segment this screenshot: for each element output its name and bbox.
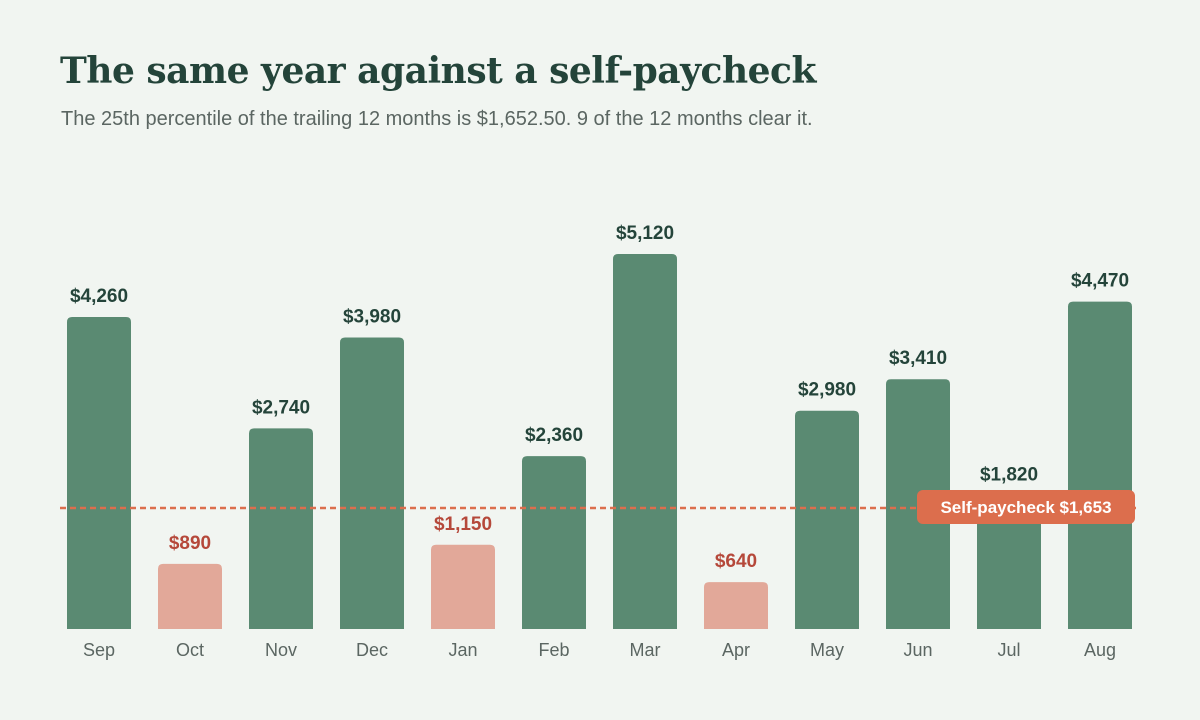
x-tick-jan: Jan [448, 640, 477, 660]
bar-aug [1068, 301, 1132, 629]
x-tick-apr: Apr [722, 640, 750, 660]
value-label-mar: $5,120 [616, 223, 674, 244]
threshold-label-box [917, 489, 1135, 524]
bar-apr [704, 582, 768, 629]
bar-dec [340, 337, 404, 629]
x-tick-labels-group: Sep Oct Nov Dec Jan Feb Mar Apr May Jun Jul Aug [83, 640, 1116, 660]
value-label-oct: $890 [169, 533, 211, 554]
value-label-sep: $4,260 [70, 286, 128, 307]
x-tick-dec: Dec [356, 640, 388, 660]
x-tick-may: May [810, 640, 844, 660]
value-label-apr: $640 [715, 551, 757, 572]
value-label-feb: $2,360 [525, 425, 583, 446]
bar-feb [522, 456, 586, 629]
bar-oct [158, 563, 222, 629]
value-label-aug: $4,470 [1071, 271, 1129, 292]
x-tick-jun: Jun [903, 640, 932, 660]
x-tick-aug: Aug [1084, 640, 1116, 660]
threshold-label: Self-paycheck $1,653 [940, 498, 1111, 517]
threshold-group: Self-paycheck $1,653 [60, 489, 1140, 524]
value-label-jul: $1,820 [980, 465, 1038, 486]
x-tick-oct: Oct [176, 640, 204, 660]
x-tick-feb: Feb [538, 640, 569, 660]
value-label-jan: $1,150 [434, 514, 492, 535]
value-label-jun: $3,410 [889, 348, 947, 369]
bar-mar [613, 254, 677, 629]
bar-nov [249, 428, 313, 629]
value-label-dec: $3,980 [343, 306, 401, 327]
chart-title: The same year against a self-paycheck [60, 50, 816, 92]
chart-subtitle: The 25th percentile of the trailing 12 m… [61, 108, 813, 130]
bar-may [795, 410, 859, 629]
bar-jan [431, 544, 495, 629]
x-tick-mar: Mar [630, 640, 661, 660]
bar-sep [67, 316, 131, 629]
value-label-may: $2,980 [798, 380, 856, 401]
value-label-nov: $2,740 [252, 397, 310, 418]
bar-jul [977, 495, 1041, 629]
x-tick-sep: Sep [83, 640, 115, 660]
value-labels-group: $4,260 $890 $2,740 $3,980 $1,150 $2,360 $5,120… [70, 223, 1129, 572]
x-tick-jul: Jul [997, 640, 1020, 660]
x-tick-nov: Nov [265, 640, 297, 660]
bars-group [67, 254, 1132, 629]
